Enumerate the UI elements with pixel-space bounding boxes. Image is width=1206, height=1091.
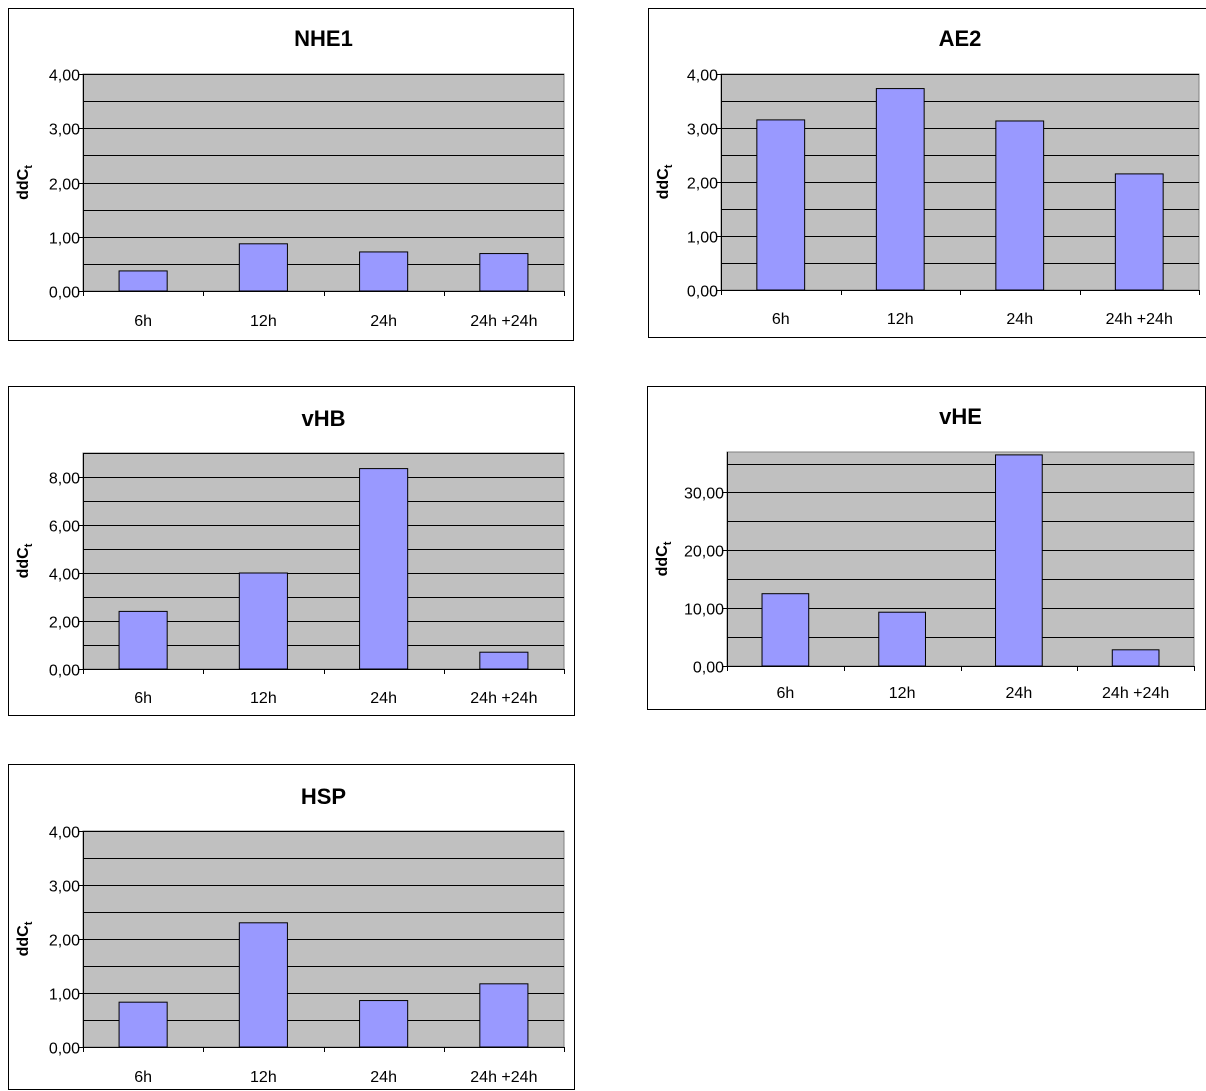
chart-title: NHE1 bbox=[294, 26, 353, 51]
x-tick-label: 6h bbox=[772, 311, 790, 328]
chart-svg: AE2 0,00 1,00 2,00 3,00 4,00 6h 12h 24h 24h +24h d… bbox=[648, 8, 1206, 338]
bar bbox=[876, 89, 924, 290]
chart-svg: NHE1 0,00 1,00 2,00 3,00 4,00 6h 12h 24h 24h +24h… bbox=[8, 8, 574, 341]
x-tick-label: 6h bbox=[134, 1069, 152, 1086]
y-tick-label: 2,00 bbox=[49, 177, 80, 194]
bar bbox=[119, 611, 167, 669]
x-tick-label: 24h bbox=[370, 313, 397, 330]
x-tick-label: 12h bbox=[250, 313, 277, 330]
y-tick-label: 4,00 bbox=[49, 567, 80, 584]
y-axis-label-subscript: t bbox=[23, 543, 35, 547]
chart-title: vHE bbox=[939, 404, 982, 429]
x-tick-label: 12h bbox=[250, 1069, 277, 1086]
chart-title: AE2 bbox=[939, 26, 982, 51]
chart-panel-ae2: AE2 0,00 1,00 2,00 3,00 4,00 6h 12h 24h 24h +24h d… bbox=[648, 8, 1206, 338]
bar bbox=[239, 244, 287, 291]
bar bbox=[1115, 174, 1163, 290]
bar bbox=[360, 252, 408, 291]
bar bbox=[480, 254, 528, 291]
chart-panel-vhb: vHB 0,00 2,00 4,00 6,00 8,00 6h 12h 24h 24h +24h d… bbox=[8, 386, 575, 716]
y-tick-label: 0,00 bbox=[687, 284, 718, 301]
y-tick-label: 0,00 bbox=[693, 660, 724, 677]
y-tick-label: 4,00 bbox=[49, 68, 80, 85]
y-tick-label: 3,00 bbox=[49, 122, 80, 139]
y-tick-label: 0,00 bbox=[49, 663, 80, 680]
bar bbox=[757, 120, 805, 290]
x-tick-label: 24h bbox=[1006, 685, 1033, 702]
y-axis-label-subscript: t bbox=[662, 541, 674, 545]
y-tick-label: 0,00 bbox=[49, 1041, 80, 1058]
bar bbox=[762, 594, 809, 666]
x-tick-label: 24h +24h bbox=[1102, 685, 1169, 702]
y-axis-label-main: ddC bbox=[15, 168, 32, 200]
bar bbox=[879, 612, 926, 666]
bar bbox=[239, 923, 287, 1047]
chart-panel-hsp: HSP 0,00 1,00 2,00 3,00 4,00 6h 12h 24h 24h +24h d… bbox=[8, 764, 575, 1090]
y-tick-label: 3,00 bbox=[49, 879, 80, 896]
chart-title: vHB bbox=[301, 406, 345, 431]
y-tick-label: 2,00 bbox=[49, 615, 80, 632]
bar bbox=[480, 984, 528, 1047]
y-tick-label: 1,00 bbox=[49, 987, 80, 1004]
x-tick-label: 24h bbox=[370, 1069, 397, 1086]
y-tick-label: 8,00 bbox=[49, 471, 80, 488]
chart-title: HSP bbox=[301, 784, 346, 809]
y-tick-label: 0,00 bbox=[49, 285, 80, 302]
x-tick-label: 6h bbox=[134, 313, 152, 330]
bar bbox=[119, 1002, 167, 1047]
x-tick-label: 24h +24h bbox=[470, 690, 537, 707]
y-tick-label: 4,00 bbox=[49, 825, 80, 842]
chart-svg: HSP 0,00 1,00 2,00 3,00 4,00 6h 12h 24h 24h +24h d… bbox=[8, 764, 575, 1090]
x-tick-label: 12h bbox=[887, 311, 914, 328]
x-tick-label: 12h bbox=[889, 685, 916, 702]
y-tick-label: 30,00 bbox=[684, 486, 724, 503]
y-tick-label: 2,00 bbox=[49, 933, 80, 950]
x-tick-label: 24h +24h bbox=[470, 1069, 537, 1086]
y-tick-label: 20,00 bbox=[684, 544, 724, 561]
y-axis-label-main: ddC bbox=[15, 547, 32, 579]
y-axis-label-subscript: t bbox=[23, 165, 35, 169]
bar bbox=[360, 1001, 408, 1047]
bar bbox=[119, 271, 167, 291]
y-tick-label: 6,00 bbox=[49, 519, 80, 536]
y-axis-label-main: ddC bbox=[15, 925, 32, 957]
y-tick-label: 1,00 bbox=[687, 230, 718, 247]
bar bbox=[1112, 650, 1159, 666]
y-tick-label: 3,00 bbox=[687, 122, 718, 139]
chart-panel-nhe1: NHE1 0,00 1,00 2,00 3,00 4,00 6h 12h 24h 24h +24h… bbox=[8, 8, 574, 341]
x-tick-label: 24h +24h bbox=[470, 313, 537, 330]
y-axis-label-subscript: t bbox=[663, 164, 675, 168]
bar bbox=[996, 121, 1044, 290]
x-tick-label: 12h bbox=[250, 690, 277, 707]
chart-panel-vhe: vHE 0,00 10,00 20,00 30,00 6h 12h 24h 24h +24h dd… bbox=[647, 386, 1206, 710]
y-axis-label-subscript: t bbox=[23, 921, 35, 925]
chart-svg: vHE 0,00 10,00 20,00 30,00 6h 12h 24h 24h +24h dd… bbox=[647, 386, 1206, 710]
bar bbox=[996, 455, 1043, 666]
bar bbox=[239, 573, 287, 669]
y-axis-label-main: ddC bbox=[655, 168, 672, 200]
x-tick-label: 6h bbox=[776, 685, 794, 702]
bar bbox=[480, 652, 528, 669]
x-tick-label: 24h bbox=[370, 690, 397, 707]
y-tick-label: 10,00 bbox=[684, 602, 724, 619]
y-axis-label-main: ddC bbox=[654, 545, 671, 577]
x-tick-label: 24h +24h bbox=[1106, 311, 1173, 328]
y-tick-label: 1,00 bbox=[49, 231, 80, 248]
x-tick-label: 24h bbox=[1006, 311, 1033, 328]
x-tick-label: 6h bbox=[134, 690, 152, 707]
y-tick-label: 2,00 bbox=[687, 176, 718, 193]
bar bbox=[360, 469, 408, 669]
y-tick-label: 4,00 bbox=[687, 68, 718, 85]
chart-svg: vHB 0,00 2,00 4,00 6,00 8,00 6h 12h 24h 24h +24h d… bbox=[8, 386, 575, 716]
